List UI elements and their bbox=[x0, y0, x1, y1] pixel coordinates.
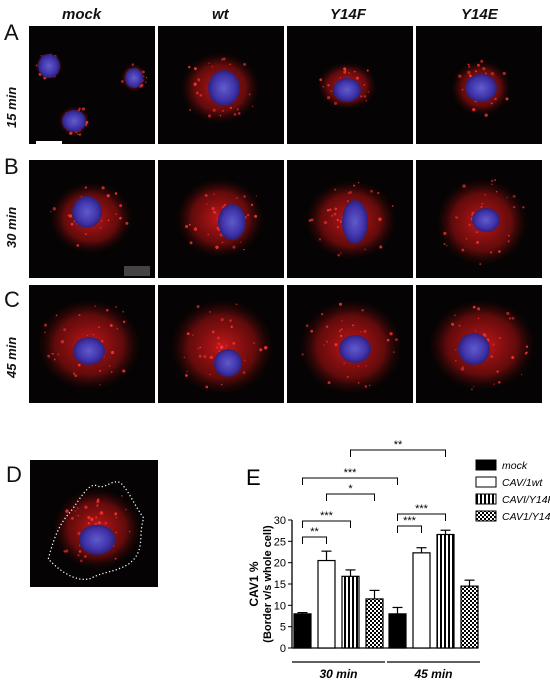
significance-bracket bbox=[302, 536, 327, 544]
bar-cav-1wt bbox=[317, 559, 336, 649]
y-tick-label: 0 bbox=[280, 643, 286, 655]
bar-cav1-y14e bbox=[460, 585, 479, 649]
panel-letter-c: C bbox=[4, 287, 20, 312]
micrograph-15min-y14f bbox=[287, 26, 413, 144]
significance-label: *** bbox=[415, 503, 429, 515]
y-axis-label-sub: (Border v/s whole cell) bbox=[262, 525, 274, 643]
y-tick-label: 10 bbox=[274, 600, 286, 612]
panel-letter-e: E bbox=[246, 465, 261, 490]
group-label: 45 min bbox=[413, 667, 452, 681]
legend-swatch bbox=[475, 493, 497, 505]
bar-chart: E CAV1 % (Border v/s whole cell) 0 5 10 15 20 25… bbox=[244, 430, 550, 687]
micrograph-15min-wt bbox=[158, 26, 284, 144]
micrograph-30min-y14e bbox=[416, 160, 542, 278]
micrograph-45min-wt bbox=[158, 285, 284, 403]
significance-label: *** bbox=[403, 515, 417, 527]
legend-label: mock bbox=[502, 460, 528, 472]
legend-swatch bbox=[475, 459, 497, 471]
significance-bracket bbox=[350, 449, 446, 457]
micrograph-30min-mock bbox=[29, 160, 155, 278]
micrograph-30min-wt bbox=[158, 160, 284, 278]
significance-label: * bbox=[348, 483, 353, 495]
significance-bracket bbox=[397, 525, 422, 533]
significance-bracket bbox=[302, 520, 351, 528]
y-axis-label: CAV1 % bbox=[247, 561, 261, 606]
column-header-y14f: Y14F bbox=[330, 6, 366, 23]
bar-mock bbox=[388, 613, 407, 649]
y-tick-label: 20 bbox=[274, 558, 286, 570]
micrograph-30min-y14f bbox=[287, 160, 413, 278]
legend-label: CAVI/Y14F bbox=[502, 494, 550, 506]
significance-label: ** bbox=[310, 526, 319, 538]
legend-label: CAV/1wt bbox=[502, 477, 543, 489]
legend-swatch bbox=[475, 476, 497, 488]
micrograph-15min-mock bbox=[29, 26, 155, 144]
bar-cavi-y14f bbox=[341, 575, 360, 649]
group-label: 30 min bbox=[319, 667, 357, 681]
scale-bar bbox=[36, 141, 62, 145]
panel-letter-d: D bbox=[6, 462, 22, 487]
panel-letter-b: B bbox=[4, 154, 19, 179]
y-tick-label: 25 bbox=[274, 536, 286, 548]
y-tick-label: 30 bbox=[274, 515, 286, 527]
scale-bar-placeholder bbox=[124, 266, 150, 276]
micrograph-45min-y14f bbox=[287, 285, 413, 403]
micrograph-45min-y14e bbox=[416, 285, 542, 403]
legend-swatch bbox=[475, 510, 497, 522]
micrograph-outlined-cell bbox=[30, 460, 158, 587]
bar-mock bbox=[293, 613, 312, 649]
significance-bracket bbox=[302, 477, 398, 485]
column-header-wt: wt bbox=[212, 6, 229, 23]
column-header-mock: mock bbox=[62, 6, 102, 23]
y-tick-label: 5 bbox=[280, 622, 286, 634]
column-header-y14e: Y14E bbox=[461, 6, 498, 23]
bar-cavi-y14f bbox=[436, 533, 455, 649]
row-label-30min: 30 min bbox=[4, 206, 19, 248]
significance-label: *** bbox=[320, 510, 334, 522]
bar-cav1-y14e bbox=[365, 598, 384, 649]
y-tick-label: 15 bbox=[274, 579, 286, 591]
row-label-45min: 45 min bbox=[4, 336, 19, 378]
significance-bracket bbox=[326, 493, 375, 501]
bar-cav-1wt bbox=[412, 552, 431, 649]
significance-bracket bbox=[397, 513, 446, 521]
panel-letter-a: A bbox=[4, 20, 19, 45]
legend-label: CAV1/Y14E bbox=[502, 511, 550, 523]
micrograph-45min-mock bbox=[29, 285, 155, 403]
micrograph-15min-y14e bbox=[416, 26, 542, 144]
significance-label: *** bbox=[344, 467, 358, 479]
significance-label: ** bbox=[394, 439, 403, 451]
row-label-15min: 15 min bbox=[4, 86, 19, 128]
